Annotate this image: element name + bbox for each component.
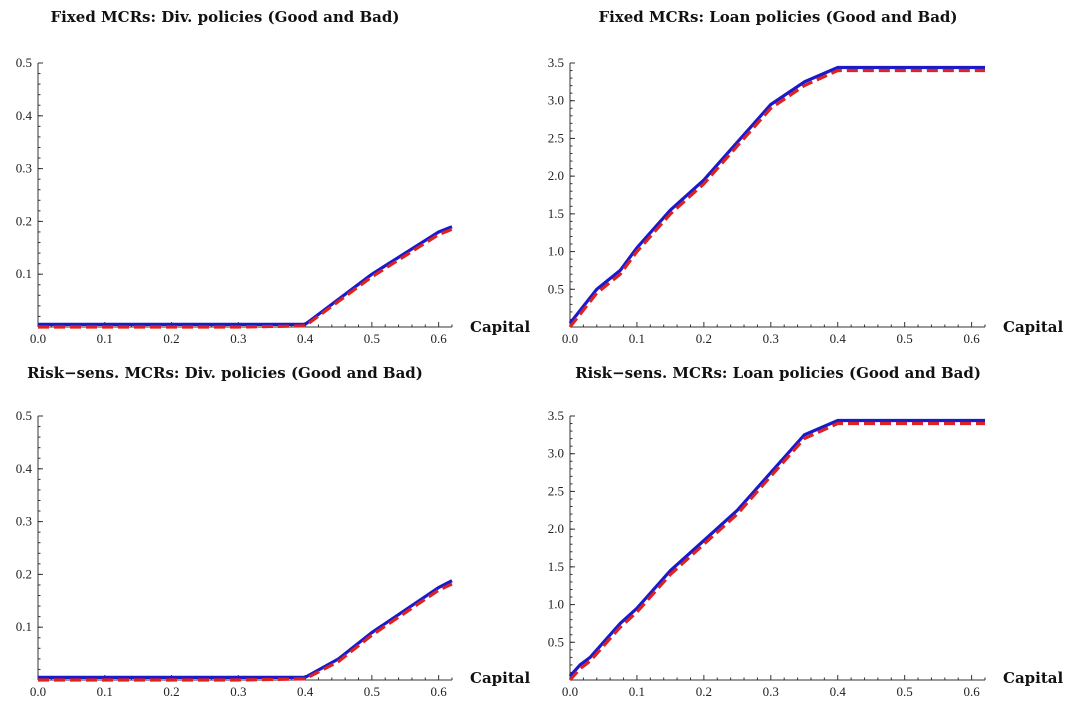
x-tick-label: 0.4 [297,331,314,346]
y-tick-label: 3.0 [548,446,564,461]
x-tick-label: 0.2 [696,684,712,699]
chart-title: Risk−sens. MCRs: Div. policies (Good and… [27,364,423,382]
y-tick-label: 0.2 [16,566,32,581]
chart-panel-2: Risk−sens. MCRs: Div. policies (Good and… [16,364,531,699]
series-line-bad [568,421,985,682]
y-tick-label: 1.0 [548,597,564,612]
x-axis-label: Capital [470,669,530,687]
x-axis-label: Capital [1003,318,1063,336]
x-tick-label: 0.6 [431,331,448,346]
y-tick-label: 0.5 [16,408,32,423]
y-tick-label: 2.5 [548,130,564,145]
series-line-bad [38,582,453,682]
y-tick-label: 1.5 [548,559,564,574]
x-tick-label: 0.3 [763,331,779,346]
series-line-good [38,225,453,326]
y-tick-label: 0.2 [16,213,32,228]
x-tick-label: 0.5 [364,331,380,346]
y-tick-label: 2.0 [548,521,564,536]
series-line-good [38,579,453,680]
x-tick-label: 0.5 [364,684,380,699]
x-tick-label: 0.6 [963,331,980,346]
x-tick-label: 0.0 [30,684,46,699]
y-tick-label: 3.0 [548,93,564,108]
x-tick-label: 0.2 [696,331,712,346]
x-tick-label: 0.1 [629,331,645,346]
y-tick-label: 2.0 [548,168,564,183]
x-axis-label: Capital [1003,669,1063,687]
x-tick-label: 0.1 [97,331,113,346]
chart-title: Risk−sens. MCRs: Loan policies (Good and… [575,364,981,382]
x-tick-label: 0.4 [830,331,847,346]
y-tick-label: 0.4 [16,108,33,123]
y-tick-label: 0.1 [16,266,32,281]
x-tick-label: 0.2 [163,331,179,346]
y-tick-label: 0.3 [16,514,32,529]
x-tick-label: 0.3 [230,331,246,346]
x-tick-label: 0.1 [629,684,645,699]
y-tick-label: 3.5 [548,55,564,70]
series-line-good [568,418,985,678]
x-tick-label: 0.0 [562,331,578,346]
x-tick-label: 0.6 [431,684,448,699]
chart-title: Fixed MCRs: Loan policies (Good and Bad) [598,8,957,26]
y-tick-label: 0.5 [548,634,564,649]
y-tick-label: 2.5 [548,483,564,498]
chart-title: Fixed MCRs: Div. policies (Good and Bad) [51,8,400,26]
series-line-bad [38,227,453,329]
y-tick-label: 0.5 [16,55,32,70]
x-tick-label: 0.1 [97,684,113,699]
y-tick-label: 0.5 [548,281,564,296]
chart-panel-0: Fixed MCRs: Div. policies (Good and Bad)… [16,8,531,346]
series-line-good [568,65,985,325]
x-tick-label: 0.3 [230,684,246,699]
y-tick-label: 0.4 [16,461,33,476]
chart-panel-1: Fixed MCRs: Loan policies (Good and Bad)… [548,8,1064,346]
y-tick-label: 0.3 [16,161,32,176]
x-tick-label: 0.4 [297,684,314,699]
x-tick-label: 0.2 [163,684,179,699]
series-line-bad [568,68,985,328]
y-tick-label: 1.0 [548,244,564,259]
chart-panel-3: Risk−sens. MCRs: Loan policies (Good and… [548,364,1064,699]
y-tick-label: 1.5 [548,206,564,221]
y-tick-label: 0.1 [16,619,32,634]
x-tick-label: 0.6 [963,684,980,699]
x-tick-label: 0.4 [830,684,847,699]
y-tick-label: 3.5 [548,408,564,423]
x-tick-label: 0.0 [30,331,46,346]
x-tick-label: 0.5 [897,684,913,699]
x-tick-label: 0.5 [897,331,913,346]
x-tick-label: 0.0 [562,684,578,699]
x-tick-label: 0.3 [763,684,779,699]
x-axis-label: Capital [470,318,530,336]
